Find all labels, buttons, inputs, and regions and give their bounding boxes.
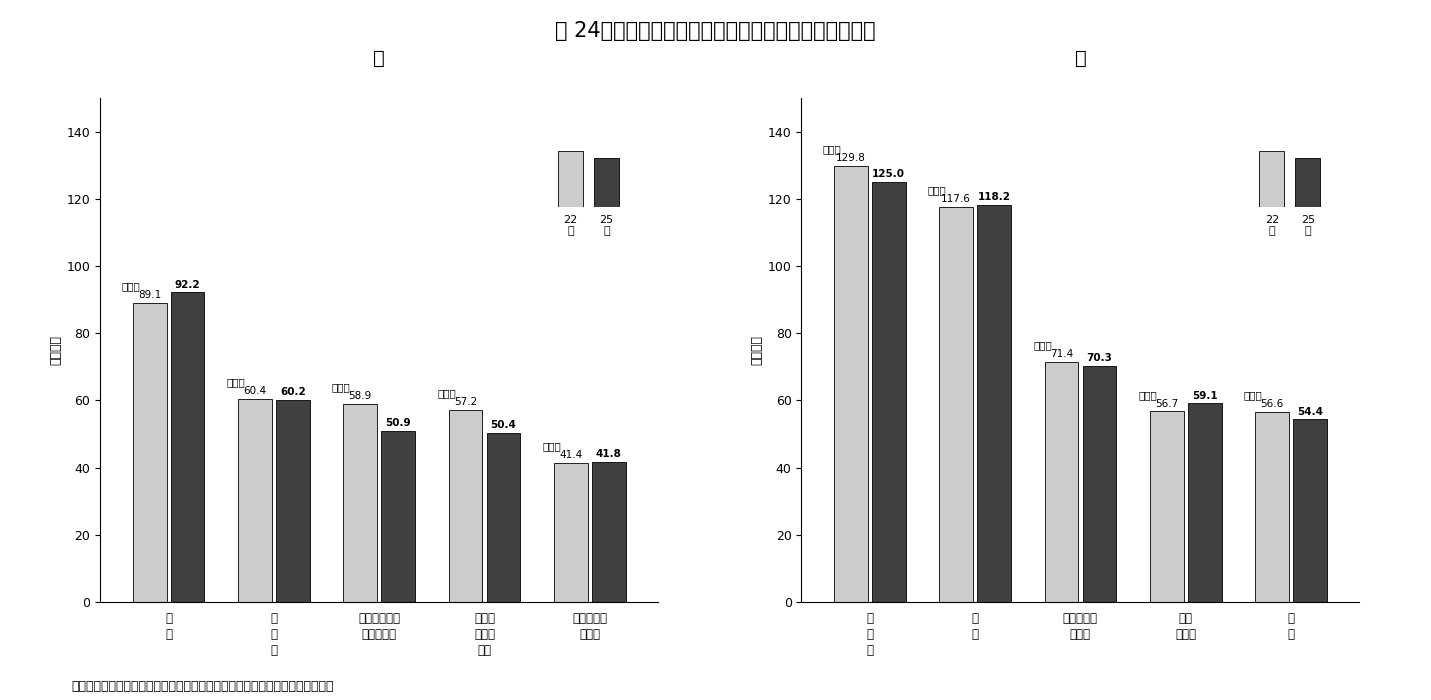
Bar (1294, 419, 1327, 602)
Text: 25
年: 25 年 (1301, 215, 1315, 237)
Text: 男: 男 (373, 49, 385, 68)
Bar (558, 151, 582, 206)
Bar (1151, 412, 1183, 602)
Bar (554, 463, 588, 602)
Bar (834, 166, 867, 602)
Text: 第３位: 第３位 (332, 382, 351, 392)
Text: 59.1: 59.1 (1192, 391, 1218, 400)
Bar (343, 404, 378, 602)
Text: 第１位: 第１位 (122, 281, 140, 291)
Text: 60.4: 60.4 (243, 386, 266, 396)
Text: 第４位: 第４位 (438, 388, 456, 398)
Text: 41.4: 41.4 (560, 450, 582, 460)
Text: 図 24　性別にみた有訴者率の上位５症状（複数回答）: 図 24 性別にみた有訴者率の上位５症状（複数回答） (555, 21, 876, 41)
Y-axis label: 人口千対: 人口千対 (50, 335, 63, 365)
Bar (977, 205, 1010, 602)
Text: 56.6: 56.6 (1261, 399, 1284, 409)
Text: 第４位: 第４位 (1139, 390, 1158, 400)
Text: 118.2: 118.2 (977, 193, 1010, 202)
Bar (133, 302, 166, 602)
Bar (1295, 158, 1321, 206)
Text: 70.3: 70.3 (1086, 353, 1112, 363)
Bar (238, 399, 272, 602)
Text: 54.4: 54.4 (1296, 407, 1322, 416)
Text: 125.0: 125.0 (873, 169, 906, 179)
Bar (170, 292, 205, 602)
Bar (939, 207, 973, 602)
Text: 56.7: 56.7 (1155, 399, 1178, 409)
Text: 第２位: 第２位 (927, 185, 946, 195)
Text: 129.8: 129.8 (836, 153, 866, 163)
Text: 第３位: 第３位 (1033, 340, 1052, 350)
Bar (449, 410, 482, 602)
Bar (592, 461, 625, 602)
Bar (276, 400, 309, 602)
Text: 117.6: 117.6 (942, 194, 972, 204)
Text: 92.2: 92.2 (175, 279, 200, 290)
Text: 50.9: 50.9 (385, 419, 411, 428)
Bar (1255, 412, 1289, 602)
Bar (1082, 366, 1116, 602)
Text: 第２位: 第２位 (226, 377, 245, 387)
Text: 71.4: 71.4 (1050, 349, 1073, 359)
Text: 22
年: 22 年 (564, 215, 578, 237)
Text: 25
年: 25 年 (600, 215, 614, 237)
Text: 60.2: 60.2 (280, 387, 306, 397)
Text: 第５位: 第５位 (1244, 390, 1262, 400)
Bar (487, 433, 521, 602)
Text: 50.4: 50.4 (491, 420, 517, 430)
Bar (594, 158, 620, 206)
Text: 58.9: 58.9 (349, 391, 372, 401)
Bar (871, 182, 906, 602)
Bar (1188, 403, 1222, 602)
Text: 第５位: 第５位 (542, 441, 561, 451)
Bar (1259, 151, 1284, 206)
Text: 89.1: 89.1 (137, 290, 162, 300)
Text: 第１位: 第１位 (823, 144, 841, 154)
Bar (1045, 362, 1079, 602)
Text: 41.8: 41.8 (595, 449, 621, 459)
Bar (381, 431, 415, 602)
Y-axis label: 人口千対: 人口千対 (751, 335, 764, 365)
Text: 注：有訴者には入院者は含まないが、分母となる世帯人員には入院者を含む。: 注：有訴者には入院者は含まないが、分母となる世帯人員には入院者を含む。 (72, 680, 333, 693)
Text: 女: 女 (1075, 49, 1086, 68)
Text: 22
年: 22 年 (1265, 215, 1279, 237)
Text: 57.2: 57.2 (454, 397, 477, 407)
